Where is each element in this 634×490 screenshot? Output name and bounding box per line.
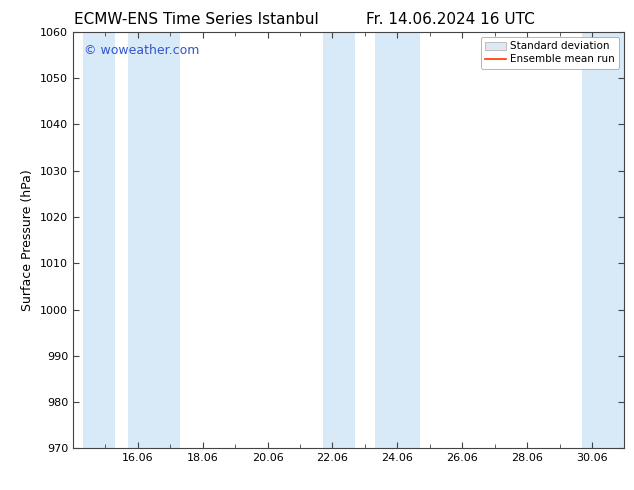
Bar [582,32,631,448]
Bar [375,32,420,448]
Text: © woweather.com: © woweather.com [84,44,199,57]
Text: Fr. 14.06.2024 16 UTC: Fr. 14.06.2024 16 UTC [366,12,534,27]
Legend: Standard deviation, Ensemble mean run: Standard deviation, Ensemble mean run [481,37,619,69]
Y-axis label: Surface Pressure (hPa): Surface Pressure (hPa) [22,169,34,311]
Bar [128,32,180,448]
Text: ECMW-ENS Time Series Istanbul: ECMW-ENS Time Series Istanbul [74,12,319,27]
Bar [323,32,355,448]
Bar [82,32,115,448]
